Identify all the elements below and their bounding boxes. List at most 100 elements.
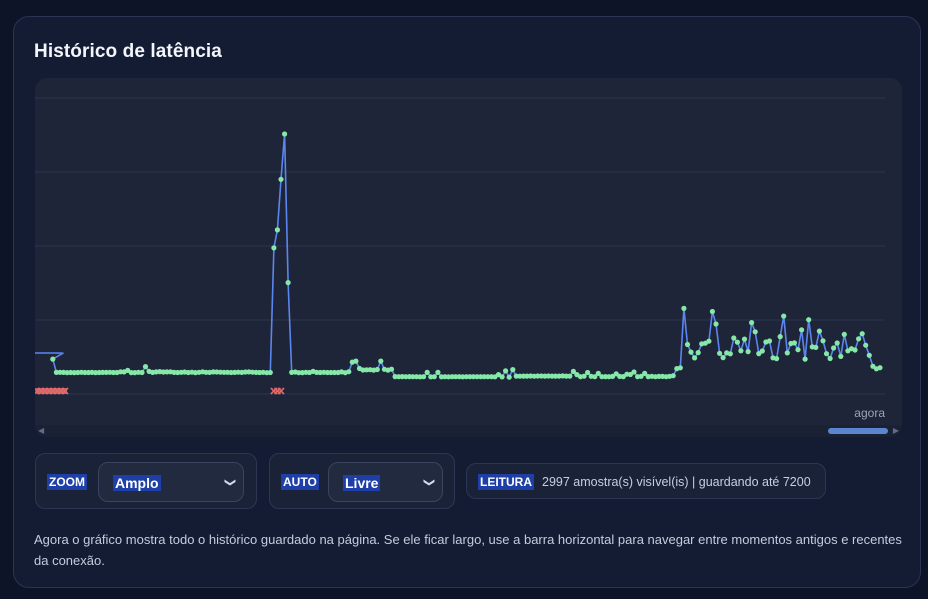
latency-point: [720, 355, 726, 361]
latency-point: [328, 369, 334, 376]
latency-point: [506, 374, 512, 380]
latency-point: [738, 348, 744, 354]
latency-point: [766, 338, 773, 344]
description-text: Agora o gráfico mostra todo o histórico …: [34, 532, 902, 568]
latency-point: [581, 373, 587, 379]
latency-point: [271, 245, 277, 251]
latency-chart-svg: [35, 97, 885, 395]
latency-point: [695, 350, 701, 356]
latency-point: [474, 374, 480, 380]
latency-point: [877, 365, 883, 371]
latency-point: [795, 347, 801, 353]
latency-point: [110, 369, 116, 376]
latency-chart[interactable]: agora ◀ ▶: [35, 78, 902, 437]
latency-point: [806, 317, 812, 323]
latency-point: [563, 373, 569, 379]
latency-point: [684, 341, 691, 348]
latency-point: [670, 373, 676, 379]
failure-markers: [35, 387, 285, 395]
latency-point: [642, 370, 648, 376]
latency-point: [784, 350, 790, 356]
latency-point: [688, 349, 694, 355]
latency-point: [388, 366, 395, 372]
auto-label: AUTO: [281, 474, 319, 490]
latency-point: [774, 356, 780, 362]
latency-point: [831, 345, 837, 351]
latency-point: [677, 365, 683, 371]
latency-point: [463, 374, 469, 380]
reading-panel: LEITURA 2997 amostra(s) visível(is) | gu…: [466, 463, 826, 499]
latency-point: [481, 374, 487, 380]
latency-point: [610, 373, 616, 379]
latency-point: [741, 336, 748, 342]
latency-point: [331, 369, 338, 376]
latency-point: [282, 131, 288, 137]
latency-point: [734, 339, 741, 345]
scrollbar-thumb[interactable]: [828, 428, 888, 434]
chevron-down-icon: ❯: [223, 477, 236, 488]
latency-point: [50, 356, 56, 362]
latency-point: [424, 369, 430, 375]
latency-point: [834, 340, 840, 346]
latency-point: [866, 352, 872, 358]
latency-point: [827, 355, 833, 362]
latency-point: [752, 329, 758, 335]
latency-point: [777, 334, 783, 340]
latency-point: [421, 374, 427, 380]
latency-point: [799, 327, 805, 333]
reading-text: 2997 amostra(s) visível(is) | guardando …: [542, 475, 811, 489]
scroll-right-icon[interactable]: ▶: [892, 426, 899, 435]
auto-select[interactable]: Livre ❯: [328, 462, 443, 502]
latency-point: [823, 351, 830, 357]
latency-point: [435, 369, 441, 375]
scroll-left-icon[interactable]: ◀: [38, 426, 45, 435]
chart-horizontal-scrollbar[interactable]: ◀ ▶: [35, 425, 902, 437]
latency-point: [791, 340, 798, 346]
latency-point: [274, 227, 280, 233]
latency-point: [731, 335, 737, 341]
latency-point: [374, 366, 380, 373]
latency-point: [595, 370, 601, 376]
latency-point: [713, 321, 719, 327]
latency-point: [100, 369, 106, 375]
latency-points: [50, 131, 883, 380]
latency-point: [856, 336, 862, 342]
latency-point: [453, 374, 459, 380]
latency-point: [631, 369, 637, 375]
latency-point: [139, 369, 145, 376]
latency-point: [585, 369, 591, 376]
zoom-select[interactable]: Amplo ❯: [98, 462, 244, 502]
latency-point: [813, 344, 819, 350]
zoom-selected-value: Amplo: [113, 475, 161, 491]
latency-point: [863, 342, 869, 348]
latency-point: [745, 349, 751, 355]
latency-point: [503, 368, 509, 374]
latency-point: [142, 364, 149, 370]
latency-point: [816, 328, 823, 334]
latency-point: [838, 353, 844, 359]
latency-point: [499, 374, 505, 380]
auto-control: AUTO Livre ❯: [269, 453, 455, 509]
latency-point: [485, 374, 491, 380]
latency-point: [285, 280, 291, 286]
latency-point: [267, 369, 273, 376]
chevron-down-icon: ❯: [422, 477, 435, 488]
latency-point: [410, 374, 416, 380]
latency-point: [820, 338, 826, 344]
latency-point: [82, 369, 88, 376]
latency-point: [510, 367, 516, 373]
latency-point: [278, 176, 284, 182]
failure-run: [36, 388, 67, 394]
latency-point: [570, 368, 577, 374]
latency-point: [638, 373, 644, 379]
latency-point: [802, 356, 808, 362]
latency-point: [709, 308, 716, 315]
latency-point: [727, 351, 733, 357]
latency-point: [681, 305, 687, 311]
latency-point: [378, 358, 384, 364]
latency-point: [592, 374, 598, 380]
latency-point: [346, 369, 352, 375]
latency-point: [431, 374, 437, 380]
latency-point: [470, 374, 477, 380]
latency-point: [781, 313, 787, 319]
